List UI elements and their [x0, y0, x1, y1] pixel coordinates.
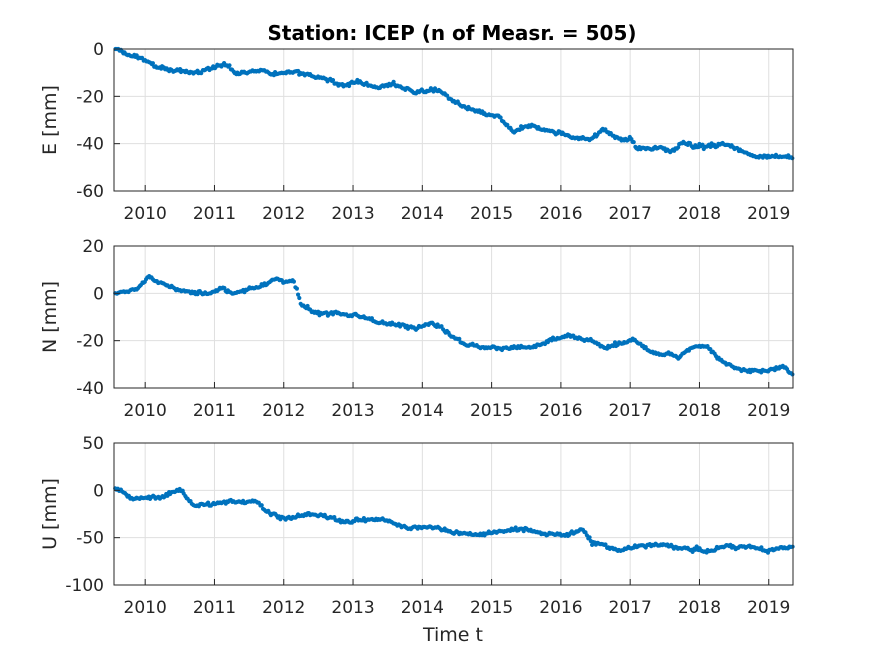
data-point [790, 156, 795, 161]
data-point [199, 71, 204, 76]
data-point [445, 93, 450, 98]
x-tick-label: 2016 [539, 401, 582, 421]
x-tick-label: 2016 [539, 204, 582, 224]
y-tick-label: -40 [76, 135, 104, 155]
plot-area-up [114, 443, 793, 585]
figure-title: Station: ICEP (n of Measr. = 505) [267, 21, 636, 45]
y-tick-labels-up: 50 0 -50 -100 [65, 434, 104, 596]
data-point [676, 145, 681, 150]
data-point [294, 286, 299, 291]
x-tick-label: 2010 [124, 598, 167, 618]
y-tick-label: 0 [93, 40, 104, 60]
x-tick-label: 2015 [470, 204, 513, 224]
y-tick-label: -100 [65, 576, 104, 596]
y-tick-label: 50 [82, 434, 104, 454]
x-tick-label: 2016 [539, 598, 582, 618]
x-tick-label: 2017 [609, 204, 652, 224]
data-point [296, 292, 301, 297]
y-tick-labels-north: 20 0 -20 -40 [76, 237, 104, 399]
data-point [587, 535, 592, 540]
series-east [113, 46, 795, 161]
x-tick-label: 2017 [609, 598, 652, 618]
x-tick-label: 2014 [401, 204, 444, 224]
x-axis-label: Time t [422, 624, 483, 646]
x-tick-label: 2012 [262, 598, 305, 618]
y-axis-label-east: E [mm] [39, 85, 61, 155]
plot-area-north [114, 246, 793, 388]
y-tick-label: -50 [76, 529, 104, 549]
y-tick-label: 0 [93, 481, 104, 501]
panel-up: 2010 2011 2012 2013 2014 2015 2016 2017 2018 2019… [39, 434, 795, 618]
x-tick-label: 2015 [470, 598, 513, 618]
x-tick-label: 2013 [331, 204, 374, 224]
x-tick-label: 2014 [401, 401, 444, 421]
y-tick-label: -20 [76, 332, 104, 352]
x-tick-label: 2014 [401, 598, 444, 618]
data-point [631, 140, 636, 145]
x-tick-label: 2017 [609, 401, 652, 421]
axes-frame-east [113, 48, 794, 192]
data-point [150, 61, 155, 66]
y-tick-label: 20 [82, 237, 104, 257]
x-tick-label: 2010 [124, 204, 167, 224]
x-tick-label: 2012 [262, 204, 305, 224]
data-point [603, 542, 608, 547]
panel-east: 2010 2011 2012 2013 2014 2015 2016 2017 2018 2019… [39, 40, 795, 224]
x-tick-labels-north: 2010 2011 2012 2013 2014 2015 2016 2017 2018 2019 [124, 401, 791, 421]
data-point [498, 115, 503, 120]
x-tick-label: 2018 [678, 204, 721, 224]
axes-frame-up [113, 442, 794, 586]
data-point [687, 141, 693, 146]
x-tick-label: 2012 [262, 401, 305, 421]
data-point [521, 529, 526, 534]
data-point [227, 63, 232, 68]
y-tick-labels-east: 0 -20 -40 -60 [76, 40, 104, 202]
y-tick-label: -20 [76, 87, 104, 107]
axes-frame-north [113, 245, 794, 389]
data-point [612, 340, 618, 345]
y-axis-label-north: N [mm] [39, 281, 61, 353]
data-point [297, 295, 302, 301]
y-tick-label: 0 [93, 284, 104, 304]
plot-area-east [114, 49, 793, 191]
y-tick-label: -60 [76, 182, 104, 202]
y-tick-label: -40 [76, 379, 104, 399]
data-point [790, 372, 795, 377]
x-tick-label: 2013 [331, 598, 374, 618]
x-tick-label: 2018 [678, 401, 721, 421]
data-point [330, 78, 336, 83]
series-up [113, 486, 795, 555]
data-point [457, 336, 462, 341]
x-tick-label: 2010 [124, 401, 167, 421]
y-axis-label-up: U [mm] [39, 478, 61, 550]
x-tick-label: 2018 [678, 598, 721, 618]
panel-north: 2010 2011 2012 2013 2014 2015 2016 2017 2018 2019… [39, 237, 795, 421]
x-tick-label: 2011 [193, 401, 236, 421]
x-tick-labels-east: 2010 2011 2012 2013 2014 2015 2016 2017 2018 2019 [124, 204, 791, 224]
x-tick-label: 2015 [470, 401, 513, 421]
x-tick-labels-up: 2010 2011 2012 2013 2014 2015 2016 2017 2018 2019 [124, 598, 791, 618]
data-point [439, 324, 444, 329]
x-tick-label: 2019 [747, 401, 790, 421]
x-tick-label: 2013 [331, 401, 374, 421]
x-tick-label: 2019 [747, 598, 790, 618]
x-tick-label: 2011 [193, 204, 236, 224]
x-tick-label: 2019 [747, 204, 790, 224]
series-north [113, 274, 795, 377]
data-point [291, 279, 296, 284]
x-tick-label: 2011 [193, 598, 236, 618]
data-point [259, 503, 264, 508]
data-point [693, 547, 698, 552]
